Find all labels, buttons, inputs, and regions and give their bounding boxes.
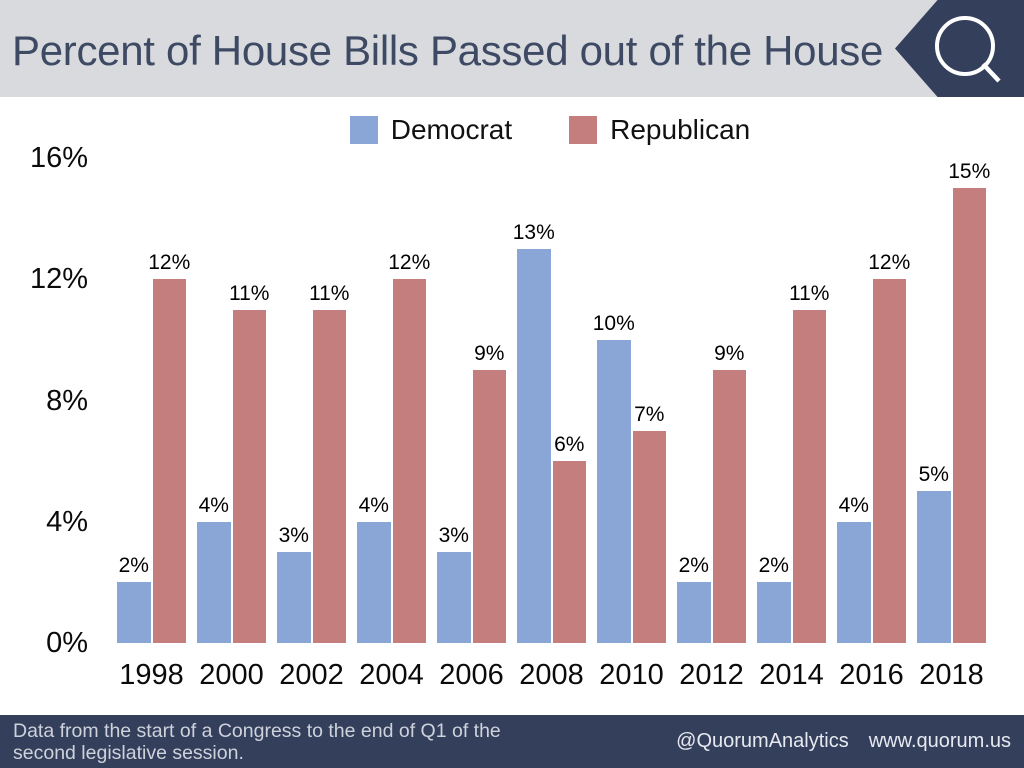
legend-item-republican: Republican: [569, 113, 750, 147]
legend-label: Republican: [610, 114, 751, 145]
bar-group-2012: 2% 9% 2012: [677, 158, 746, 691]
x-axis-label: 2002: [279, 659, 344, 691]
bar-democrat-1998: 2%: [117, 554, 151, 643]
bar-democrat-2016: 4%: [837, 494, 871, 643]
bar-value-label: 7%: [634, 402, 665, 426]
bar-group-1998: 2% 12% 1998: [117, 158, 190, 691]
y-axis-label: 4%: [46, 505, 88, 538]
y-axis-label: 12%: [29, 263, 88, 296]
bar-group-2008: 13% 6% 2008: [513, 158, 586, 691]
bar-value-label: 2%: [758, 554, 789, 578]
bar-republican-2010: 7%: [632, 403, 666, 643]
bar-value-label: 12%: [868, 251, 911, 275]
website-url: www.quorum.us: [868, 730, 1011, 752]
bar-republican-2000: 11%: [229, 282, 269, 643]
x-axis-label: 1998: [119, 659, 184, 691]
quorum-logo: [895, 0, 1024, 97]
bar-republican-2004: 12%: [388, 251, 430, 643]
y-axis-label: 16%: [29, 142, 88, 174]
bar-value-label: 2%: [118, 554, 149, 578]
bar-republican-2014: 11%: [789, 282, 829, 643]
legend-label: Democrat: [390, 114, 513, 145]
footer-note-line1: Data from the start of a Congress to the…: [13, 720, 501, 742]
bar-democrat-2006: 3%: [437, 524, 471, 643]
footer: Data from the start of a Congress to the…: [0, 715, 1024, 768]
x-axis-label: 2010: [599, 659, 664, 691]
bar-value-label: 15%: [948, 160, 991, 184]
bar-democrat-2018: 5%: [917, 463, 951, 643]
legend-item-democrat: Democrat: [349, 113, 513, 147]
bar-group-2014: 2% 11% 2014: [757, 158, 829, 691]
bar-value-label: 4%: [838, 493, 869, 517]
bar-democrat-2008: 13%: [513, 221, 555, 643]
legend-swatch-republican: [569, 116, 598, 144]
x-axis-label: 2008: [519, 659, 584, 691]
footer-note-line2: second legislative session.: [13, 741, 244, 764]
bar-value-label: 13%: [512, 220, 555, 244]
bar-value-label: 11%: [229, 281, 270, 305]
bar-chart-plot: 2% 12% 1998 4% 11% 2000 3% 11% 2002 4% 12% 2004 3% 9%…: [117, 158, 990, 691]
page-title: Percent of House Bills Passed out of the…: [12, 27, 884, 74]
bar-democrat-2002: 3%: [277, 524, 311, 643]
bar-republican-2006: 9%: [472, 342, 506, 643]
bar-group-2018: 5% 15% 2018: [917, 158, 990, 691]
bar-value-label: 11%: [789, 281, 830, 305]
x-axis-label: 2004: [359, 659, 424, 691]
bar-value-label: 10%: [592, 311, 635, 335]
bar-value-label: 12%: [388, 251, 431, 275]
bar-republican-2018: 15%: [948, 160, 990, 643]
bar-value-label: 11%: [309, 281, 350, 305]
bar-group-2000: 4% 11% 2000: [197, 158, 269, 691]
y-axis-label: 8%: [46, 384, 88, 417]
bar-democrat-2012: 2%: [677, 554, 711, 643]
quorum-q-icon: [935, 16, 1001, 83]
bar-value-label: 9%: [714, 342, 745, 366]
header: Percent of House Bills Passed out of the…: [0, 0, 1024, 97]
x-axis-label: 2000: [199, 659, 264, 691]
bar-republican-2008: 6%: [552, 433, 586, 643]
chart-legend: Democrat Republican: [76, 113, 1024, 147]
x-axis-label: 2006: [439, 659, 504, 691]
bar-democrat-2010: 10%: [593, 312, 635, 643]
x-axis-label: 2014: [759, 659, 824, 691]
bar-value-label: 12%: [148, 251, 191, 275]
bar-republican-2002: 11%: [309, 282, 349, 643]
bar-group-2006: 3% 9% 2006: [437, 158, 506, 691]
bar-democrat-2000: 4%: [197, 494, 231, 643]
twitter-handle: @QuorumAnalytics: [676, 730, 849, 752]
legend-swatch-democrat: [349, 116, 378, 144]
bar-group-2004: 4% 12% 2004: [357, 158, 430, 691]
bar-value-label: 6%: [554, 433, 585, 457]
bar-group-2010: 10% 7% 2010: [593, 158, 666, 691]
bar-group-2002: 3% 11% 2002: [277, 158, 349, 691]
bar-democrat-2004: 4%: [357, 494, 391, 643]
bar-value-label: 2%: [678, 554, 709, 578]
bar-republican-2016: 12%: [868, 251, 910, 643]
bar-democrat-2014: 2%: [757, 554, 791, 643]
bar-republican-1998: 12%: [148, 251, 190, 643]
x-axis-label: 2016: [839, 659, 904, 691]
bar-value-label: 9%: [474, 342, 505, 366]
x-axis-label: 2012: [679, 659, 744, 691]
bar-value-label: 3%: [278, 524, 309, 548]
bar-value-label: 4%: [198, 493, 229, 517]
bar-republican-2012: 9%: [712, 342, 746, 643]
bar-value-label: 5%: [918, 463, 949, 487]
y-axis-label: 0%: [46, 627, 88, 659]
x-axis-label: 2018: [919, 659, 984, 691]
footer-links: @QuorumAnalytics www.quorum.us: [676, 715, 1011, 768]
footer-note: Data from the start of a Congress to the…: [13, 720, 501, 764]
bar-group-2016: 4% 12% 2016: [837, 158, 910, 691]
bar-value-label: 4%: [358, 493, 389, 517]
bar-value-label: 3%: [438, 524, 469, 548]
